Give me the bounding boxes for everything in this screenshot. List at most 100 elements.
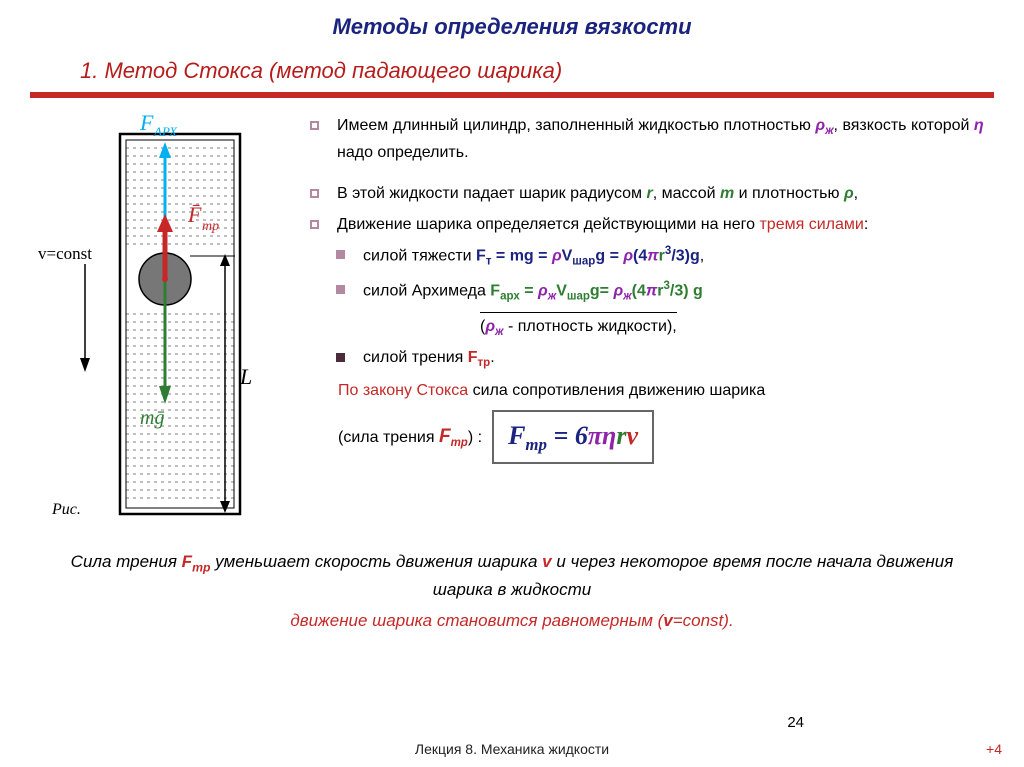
stokes-d-sub: тр <box>451 437 468 449</box>
b2-text-b: , массой <box>653 185 720 202</box>
s2g: ρ <box>613 282 623 299</box>
l1c: уменьшает скорость движения шарика <box>210 552 542 571</box>
content-row: F̄ АРХ F̄ mp mḡ L v=const Рис. Имеем дли… <box>0 110 1024 539</box>
bullet-1: Имеем длинный цилиндр, заполненный жидко… <box>310 114 994 166</box>
formula-r: r <box>616 421 626 450</box>
s1l: , <box>700 248 704 265</box>
square-bullet-icon <box>310 189 319 198</box>
formula-v: v <box>626 421 638 450</box>
s2c: = <box>520 282 538 299</box>
svg-text:Рис.: Рис. <box>51 501 81 518</box>
b1-text-a: Имеем длинный цилиндр, заполненный жидко… <box>337 117 815 134</box>
svg-text:F̄: F̄ <box>187 202 202 227</box>
square-solid-icon <box>336 353 345 362</box>
formula-eq: = 6 <box>547 421 588 450</box>
stokes-b: сила сопротивления движению шарика <box>468 382 765 399</box>
stokes-line-1: По закону Стокса сила сопротивления движ… <box>338 379 994 404</box>
b3-text-a: Движение шарика определяется действующим… <box>337 216 759 233</box>
s1a: силой тяжести <box>363 248 476 265</box>
l1a: Сила трения <box>71 552 182 571</box>
l2c: =const). <box>673 611 734 630</box>
b1-text-e: надо определить. <box>337 144 469 161</box>
svg-text:mp: mp <box>202 219 219 234</box>
divider-bar <box>30 92 994 98</box>
bullet-3: Движение шарика определяется действующим… <box>310 213 994 238</box>
section-heading: 1. Метод Стокса (метод падающего шарика) <box>0 40 1024 92</box>
s2b-sub: арх <box>500 290 520 302</box>
s1i: π <box>647 248 658 265</box>
s2g-sub: ж <box>623 290 631 302</box>
square-solid-icon <box>336 285 345 294</box>
l1d: v <box>542 552 551 571</box>
b2-text-a: В этой жидкости падает шарик радиусом <box>337 185 647 202</box>
s1e: V <box>562 248 573 265</box>
sub-bullet-3: силой трения Fтр. <box>310 346 994 373</box>
b2-text-c: и плотностью <box>734 185 844 202</box>
bullet-2: В этой жидкости падает шарик радиусом r,… <box>310 182 994 207</box>
stokes-formula-box: Fmp = 6πηrv <box>492 410 654 464</box>
s1e-sub: шар <box>572 256 595 268</box>
stokes-line-2: (сила трения Fтр) : Fmp = 6πηrv <box>338 410 994 464</box>
s1g: ρ <box>623 248 633 265</box>
svg-text:АРХ: АРХ <box>153 124 178 139</box>
s1f: g = <box>595 248 623 265</box>
b1-rho-sub: ж <box>825 125 833 137</box>
s2e-sub: шар <box>567 290 590 302</box>
s3c: . <box>490 349 494 366</box>
s3b: F <box>468 349 478 366</box>
square-bullet-icon <box>310 220 319 229</box>
s2k: /3) g <box>670 282 703 299</box>
svg-text:L: L <box>239 364 252 389</box>
square-solid-icon <box>336 250 345 259</box>
stokes-a: По закону Стокса <box>338 382 468 399</box>
b3-text-c: : <box>864 216 868 233</box>
page-number: 24 <box>787 714 804 731</box>
s2b: F <box>490 282 500 299</box>
paren-b-sub: ж <box>495 326 503 338</box>
l2b: v <box>663 611 672 630</box>
paren-b: ρ <box>485 318 495 335</box>
sub-bullet-2: силой Архимеда Fарх = ρжVшарg= ρж(4πr3/3… <box>310 278 994 306</box>
b1-eta: η <box>974 117 984 134</box>
paren-line: (ρж - плотность жидкости), <box>480 312 677 342</box>
b1-rho: ρ <box>815 117 825 134</box>
sub-bullet-1: силой тяжести Fт = mg = ρVшарg = ρ(4πr3/… <box>310 243 994 271</box>
stokes-e: ) : <box>468 429 482 446</box>
b2-m: m <box>720 185 734 202</box>
text-column: Имеем длинный цилиндр, заполненный жидко… <box>280 114 994 539</box>
square-bullet-icon <box>310 121 319 130</box>
formula-pi: π <box>588 421 602 450</box>
b1-text-c: , вязкость которой <box>834 117 974 134</box>
bottom-text: Сила трения Fтр уменьшает скорость движе… <box>0 539 1024 634</box>
b2-text-d: , <box>854 185 858 202</box>
paren-c: - плотность жидкости), <box>504 318 677 335</box>
l1b: F <box>182 552 192 571</box>
plus-counter: +4 <box>986 741 1002 757</box>
s2d: ρ <box>538 282 548 299</box>
svg-text:mḡ: mḡ <box>140 407 164 429</box>
formula-F: F <box>508 421 525 450</box>
l1b-sub: тр <box>192 560 210 574</box>
s2d-sub: ж <box>548 290 556 302</box>
s2f: g= <box>590 282 614 299</box>
s1d: ρ <box>552 248 562 265</box>
s3a: силой трения <box>363 349 468 366</box>
s1k: /3)g <box>671 248 699 265</box>
s2a: силой Архимеда <box>363 282 490 299</box>
footer-text: Лекция 8. Механика жидкости <box>0 741 1024 757</box>
svg-text:F̄: F̄ <box>139 114 154 135</box>
s2e: V <box>556 282 567 299</box>
stokes-c: (сила трения <box>338 429 439 446</box>
stokes-d: F <box>439 426 451 447</box>
s1h: (4 <box>633 248 647 265</box>
formula-eta: η <box>602 421 616 450</box>
page-title: Методы определения вязкости <box>0 0 1024 40</box>
cylinder-diagram: F̄ АРХ F̄ mp mḡ L v=const Рис. <box>30 114 280 534</box>
formula-sub: mp <box>525 435 547 454</box>
s2i: π <box>646 282 657 299</box>
b3-text-b: тремя силами <box>759 216 863 233</box>
s2h: (4 <box>632 282 646 299</box>
l2a: движение шарика становится равномерным ( <box>290 611 663 630</box>
s1b: F <box>476 248 486 265</box>
b2-rho: ρ <box>844 185 854 202</box>
